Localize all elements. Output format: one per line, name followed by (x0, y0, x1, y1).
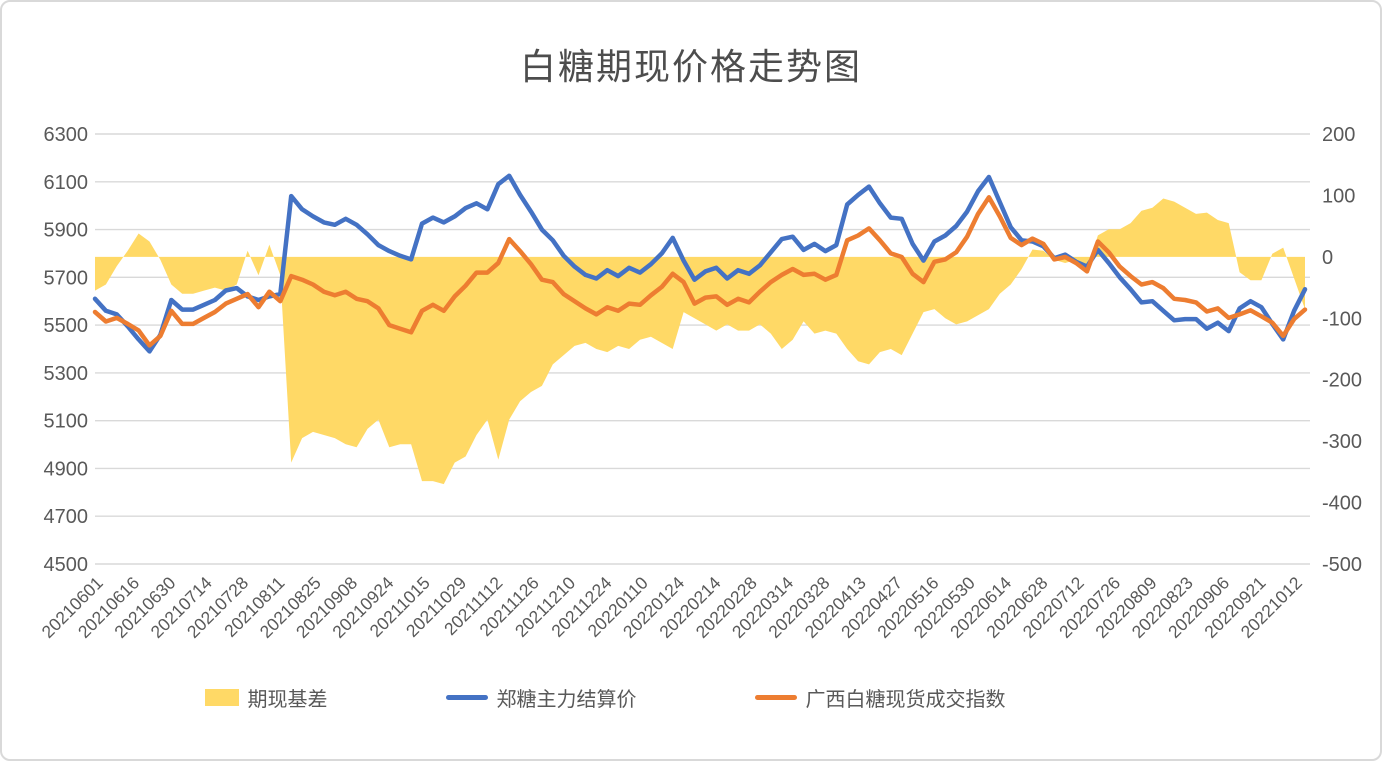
y-axis-label-right: -500 (1322, 554, 1362, 576)
legend-item-spot: 广西白糖现货成交指数 (754, 683, 1006, 712)
y-axis-label-left: 6300 (44, 124, 89, 146)
legend-item-basis: 期现基差 (204, 683, 328, 712)
futures-line-swatch-icon (445, 695, 488, 700)
legend-label-futures: 郑糖主力结算价 (496, 689, 637, 711)
basis-area (95, 198, 1305, 485)
y-axis-label-left: 5900 (44, 220, 89, 242)
legend-label-basis: 期现基差 (247, 689, 328, 711)
y-axis-label-right: -300 (1322, 431, 1362, 453)
y-axis-label-left: 6100 (44, 172, 89, 194)
chart-title: 白糖期现价格走势图 (519, 46, 862, 87)
legend-label-spot: 广西白糖现货成交指数 (805, 689, 1006, 711)
y-axis-label-left: 5100 (44, 411, 89, 433)
y-axis-label-right: 100 (1322, 185, 1355, 207)
y-axis-label-right: 0 (1322, 247, 1333, 269)
y-axis-label-right: -200 (1322, 370, 1362, 392)
legend: 期现基差 郑糖主力结算价 广西白糖现货成交指数 (0, 683, 1296, 712)
y-axis-label-left: 5500 (44, 315, 89, 337)
y-axis-label-right: -100 (1322, 308, 1362, 330)
futures-line (92, 173, 1308, 354)
y-axis-label-left: 4900 (44, 458, 89, 480)
basis-area-swatch-icon (204, 689, 239, 706)
y-axis-label-left: 5700 (44, 267, 89, 289)
y-axis-label-left: 5300 (44, 363, 89, 385)
y-axis-label-right: -400 (1322, 493, 1362, 515)
y-axis-label-left: 4700 (44, 506, 89, 528)
legend-item-futures: 郑糖主力结算价 (445, 683, 637, 712)
y-axis-label-left: 4500 (44, 554, 89, 576)
plot-svg: 6300 6100 5900 5700 5500 5300 5100 4900 4700 4500… (38, 124, 1362, 642)
y-axis-label-right: 200 (1322, 124, 1355, 146)
spot-line (92, 195, 1308, 348)
spot-line-swatch-icon (754, 695, 797, 700)
